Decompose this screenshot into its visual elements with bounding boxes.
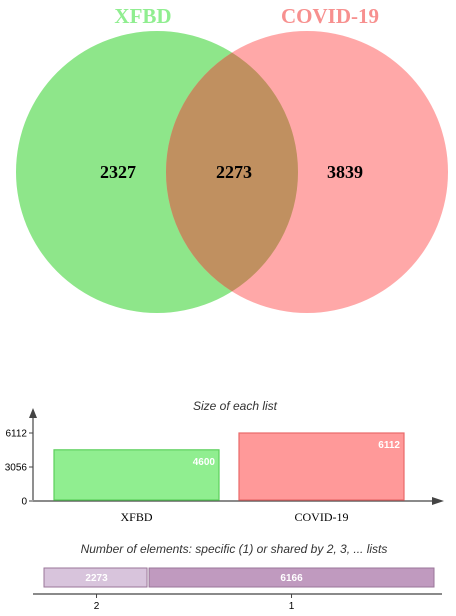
x-category-label: COVID-19 bbox=[295, 510, 349, 524]
list-size-chart-title: Size of each list bbox=[193, 399, 278, 413]
covid19-set-title: COVID-19 bbox=[281, 4, 379, 28]
overlap-region bbox=[165, 52, 299, 292]
overlap-count: 2273 bbox=[216, 162, 252, 182]
stack-segment bbox=[43, 567, 148, 588]
stack-category-label: 2 bbox=[94, 601, 100, 612]
y-tick-label: 0 bbox=[21, 497, 27, 508]
x-category-label: XFBD bbox=[120, 510, 152, 524]
list-size-chart: Size of each list 0 3056 6112 4600 XFBD 6112… bbox=[5, 399, 444, 524]
bar bbox=[238, 432, 405, 501]
xfbd-only-count: 2327 bbox=[100, 162, 136, 182]
y-tick-label: 3056 bbox=[5, 463, 28, 474]
bar-value-label: 6112 bbox=[378, 440, 400, 451]
stack-segment-value: 2273 bbox=[85, 573, 108, 584]
stack-segment-value: 6166 bbox=[280, 573, 303, 584]
stack-segment bbox=[148, 567, 435, 588]
xfbd-set-title: XFBD bbox=[114, 4, 171, 28]
y-tick-label: 6112 bbox=[5, 429, 27, 440]
covid19-only-count: 3839 bbox=[327, 162, 363, 182]
venn-diagram: XFBD COVID-19 2327 2273 3839 bbox=[16, 4, 448, 313]
bar bbox=[53, 449, 220, 501]
y-axis-arrow-icon bbox=[29, 408, 37, 418]
stack-category-label: 1 bbox=[289, 601, 295, 612]
shared-elements-chart: Number of elements: specific (1) or shar… bbox=[33, 542, 442, 612]
x-axis-arrow-icon bbox=[432, 497, 444, 505]
bar-value-label: 4600 bbox=[193, 457, 216, 468]
shared-elements-chart-title: Number of elements: specific (1) or shar… bbox=[81, 542, 388, 556]
